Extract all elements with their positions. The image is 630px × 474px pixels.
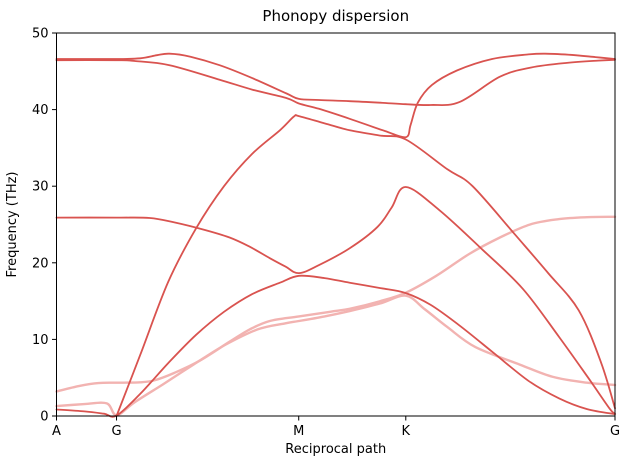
x-tick-label: A [52, 424, 61, 439]
y-tick-label: 20 [32, 256, 49, 271]
band-mid-optical [55, 186, 616, 415]
chart-title: Phonopy dispersion [262, 7, 409, 25]
y-tick-label: 30 [32, 180, 49, 195]
y-tick-label: 40 [32, 103, 49, 118]
y-tick-label: 0 [40, 410, 48, 425]
x-tick-label: G [111, 424, 121, 439]
y-axis-ticks: 0 10 20 30 40 50 [32, 27, 57, 425]
y-axis-label: Frequency (THz) [5, 172, 20, 278]
band-acoustic-1 [55, 215, 617, 393]
x-tick-label: M [293, 424, 304, 439]
x-tick-label: K [402, 424, 411, 439]
band-la [115, 114, 616, 417]
x-axis-label: Reciprocal path [285, 442, 386, 457]
band-top-optical-1 [55, 52, 616, 107]
y-tick-label: 50 [32, 27, 49, 42]
band-top-optical-2 [55, 52, 616, 139]
band-acoustic-3 [55, 274, 616, 418]
x-tick-label: G [610, 424, 620, 439]
plot-border [56, 32, 616, 417]
y-tick-label: 10 [32, 333, 49, 348]
band-lines [55, 52, 617, 418]
